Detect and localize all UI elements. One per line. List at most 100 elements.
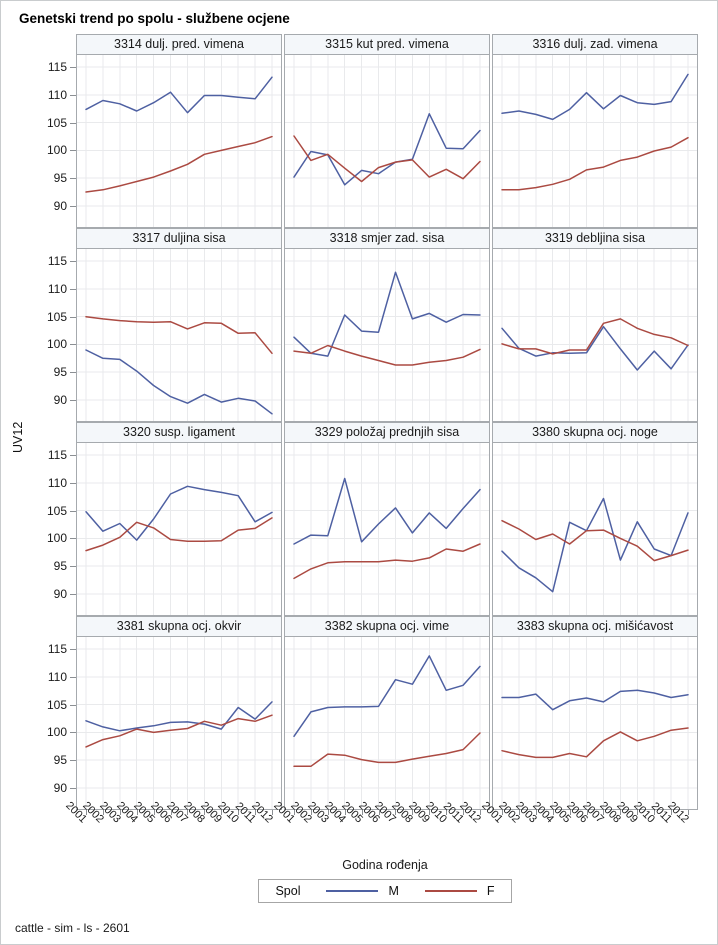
panel-chart (77, 637, 281, 809)
x-axis-label-strip: 2001 2002 2003 2004 2005 2006 2007 2008 2009 2010… (63, 800, 717, 856)
series-line-m (293, 655, 481, 738)
panel-3380: 3380 skupna ocj. noge (492, 422, 698, 616)
panel-chart (493, 637, 697, 809)
y-tick-label: 105 (46, 697, 67, 712)
y-tick-label: 100 (46, 143, 67, 158)
y-tick-label: 115 (47, 254, 67, 269)
panel-chart (285, 249, 489, 421)
y-tick-label: 110 (47, 281, 67, 296)
panel-title: 3380 skupna ocj. noge (492, 422, 698, 442)
y-tick-mark (70, 787, 76, 789)
panel-chart (77, 249, 281, 421)
x-tick-mark (102, 810, 104, 815)
x-tick-mark (480, 810, 481, 815)
panel-chart (493, 55, 697, 227)
series-line-m (85, 349, 273, 415)
legend-row: Spol M F (76, 879, 694, 903)
y-tick-label: 105 (46, 309, 67, 324)
panel-3319: 3319 debljina sisa (492, 228, 698, 422)
y-tick-mark (70, 732, 76, 734)
trellis-row: 115 110 105 100 95 90 3320 susp. ligament 3329 … (40, 422, 717, 616)
x-tick-mark (446, 810, 448, 815)
x-tick-mark (620, 810, 622, 815)
series-line-m (293, 477, 481, 545)
panel-title: 3382 skupna ocj. vime (284, 616, 490, 636)
panel-plot-area (492, 54, 698, 228)
series-line-m (85, 76, 273, 114)
x-tick-mark (518, 810, 520, 815)
y-tick-label: 90 (53, 392, 67, 407)
y-tick-mark (70, 150, 76, 152)
y-tick-label: 115 (47, 60, 67, 75)
panel-title: 3320 susp. ligament (76, 422, 282, 442)
x-tick-mark (586, 810, 588, 815)
panel-title: 3319 debljina sisa (492, 228, 698, 248)
panel-3329: 3329 položaj prednjih sisa (284, 422, 490, 616)
panel-title: 3317 duljina sisa (76, 228, 282, 248)
series-line-f (501, 136, 689, 191)
x-tick-mark (378, 810, 380, 815)
y-tick-mark (70, 538, 76, 540)
x-tick-mark (119, 810, 121, 815)
y-tick-mark (70, 372, 76, 374)
panel-chart (77, 55, 281, 227)
y-tick-label: 110 (47, 475, 67, 490)
y-axis-gutter: 115 110 105 100 95 90 (40, 34, 76, 228)
series-line-m (501, 325, 689, 371)
panel-title: 3318 smjer zad. sisa (284, 228, 490, 248)
x-tick-mark (412, 810, 414, 815)
y-tick-mark (70, 482, 76, 484)
x-tick-mark (238, 810, 240, 815)
panel-3381: 3381 skupna ocj. okvir (76, 616, 282, 810)
y-tick-mark (70, 67, 76, 69)
y-tick-label: 110 (47, 669, 67, 684)
x-tick-mark (502, 810, 503, 815)
series-line-m (501, 73, 689, 121)
panel-title: 3329 položaj prednjih sisa (284, 422, 490, 442)
x-tick-mark (170, 810, 172, 815)
panel-plot-area (284, 636, 490, 810)
x-tick-mark (671, 810, 673, 815)
series-line-f (293, 543, 481, 580)
legend-entry-f: F (424, 884, 495, 898)
x-tick-mark (86, 810, 87, 815)
trellis-row: 115 110 105 100 95 90 3317 duljina sisa 3318 sm… (40, 228, 717, 422)
x-tick-mark (344, 810, 346, 815)
legend-line-f-icon (424, 890, 477, 892)
panel-3382: 3382 skupna ocj. vime (284, 616, 490, 810)
panel-title: 3316 dulj. zad. vimena (492, 34, 698, 54)
panel-3314: 3314 dulj. pred. vimena (76, 34, 282, 228)
series-line-f (293, 135, 481, 183)
y-tick-label: 95 (53, 559, 67, 574)
y-tick-label: 110 (47, 87, 67, 102)
panel-plot-area (76, 54, 282, 228)
y-tick-label: 105 (46, 503, 67, 518)
y-tick-label: 100 (46, 531, 67, 546)
x-tick-mark (272, 810, 273, 815)
y-tick-mark (70, 94, 76, 96)
series-line-f (501, 318, 689, 355)
x-tick-mark (688, 810, 689, 815)
trellis-row: 115 110 105 100 95 90 3381 skupna ocj. okvir 33… (40, 616, 717, 810)
footer-note: cattle - sim - ls - 2601 (15, 921, 130, 935)
y-tick-mark (70, 205, 76, 207)
series-line-f (85, 517, 273, 552)
y-tick-mark (70, 455, 76, 457)
x-tick-mark (136, 810, 138, 815)
y-tick-mark (70, 344, 76, 346)
y-tick-mark (70, 316, 76, 318)
y-tick-label: 90 (53, 780, 67, 795)
panel-plot-area (284, 442, 490, 616)
y-tick-label: 95 (53, 753, 67, 768)
panel-3316: 3316 dulj. zad. vimena (492, 34, 698, 228)
y-tick-mark (70, 288, 76, 290)
y-tick-label: 115 (47, 448, 67, 463)
panel-chart (285, 55, 489, 227)
series-line-m (293, 271, 481, 357)
series-line-f (501, 519, 689, 562)
y-tick-mark (70, 399, 76, 401)
panel-plot-area (76, 248, 282, 422)
legend-title: Spol (275, 884, 301, 898)
y-tick-mark (70, 261, 76, 263)
panel-title: 3315 kut pred. vimena (284, 34, 490, 54)
